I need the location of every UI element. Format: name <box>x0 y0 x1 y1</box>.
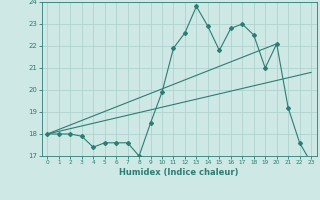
X-axis label: Humidex (Indice chaleur): Humidex (Indice chaleur) <box>119 168 239 177</box>
